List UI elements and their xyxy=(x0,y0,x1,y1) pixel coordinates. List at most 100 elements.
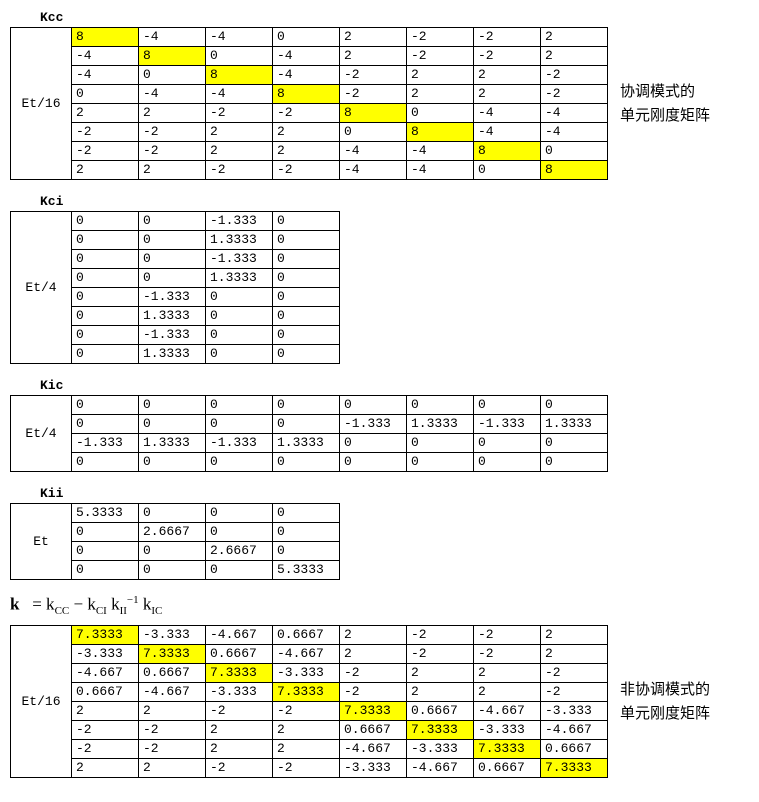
table-cell: 1.3333 xyxy=(139,307,206,326)
table-cell: -2 xyxy=(72,721,139,740)
table-cell: 0 xyxy=(474,161,541,180)
table-cell: 0 xyxy=(273,212,340,231)
table-cell: -2 xyxy=(206,759,273,778)
kcc-table: 8-4-402-2-22-480-42-2-22-408-4-222-20-4-… xyxy=(71,27,608,180)
table-cell: 0 xyxy=(139,66,206,85)
table-row: 5.3333000 xyxy=(72,504,340,523)
table-cell: -4 xyxy=(206,85,273,104)
table-cell: -2 xyxy=(541,85,608,104)
table-row: -4.6670.66677.3333-3.333-222-2 xyxy=(72,664,608,683)
kci-wrap: Et/4 00-1.3330001.3333000-1.3330001.3333… xyxy=(10,211,749,364)
table-cell: 0 xyxy=(541,434,608,453)
formula-lhs: k xyxy=(10,595,19,614)
table-cell: 1.3333 xyxy=(541,415,608,434)
table-cell: 8 xyxy=(474,142,541,161)
table-cell: 0 xyxy=(139,396,206,415)
table-row: 22-2-2-4-408 xyxy=(72,161,608,180)
table-cell: 2.6667 xyxy=(139,523,206,542)
table-cell: -1.333 xyxy=(139,326,206,345)
table-cell: -3.333 xyxy=(206,683,273,702)
kci-block: Kci Et/4 00-1.3330001.3333000-1.3330001.… xyxy=(10,194,749,364)
table-cell: 2.6667 xyxy=(206,542,273,561)
table-row: 8-4-402-2-22 xyxy=(72,28,608,47)
table-cell: -2 xyxy=(340,85,407,104)
table-cell: -1.333 xyxy=(340,415,407,434)
table-cell: -4 xyxy=(340,142,407,161)
table-cell: -4 xyxy=(139,28,206,47)
table-cell: -2 xyxy=(340,683,407,702)
kic-title: Kic xyxy=(40,378,749,393)
kresult-note: 非协调模式的 单元刚度矩阵 xyxy=(620,678,710,726)
table-cell: -2 xyxy=(139,721,206,740)
table-cell: 8 xyxy=(72,28,139,47)
table-cell: 0 xyxy=(139,453,206,472)
table-cell: -1.333 xyxy=(206,250,273,269)
kii-rowlabel: Et xyxy=(10,503,71,580)
table-cell: 2 xyxy=(474,66,541,85)
table-cell: -2 xyxy=(407,28,474,47)
table-cell: 0.6667 xyxy=(541,740,608,759)
table-cell: -2 xyxy=(72,142,139,161)
table-cell: 0 xyxy=(72,396,139,415)
table-cell: 2 xyxy=(474,683,541,702)
formula: k = kCC − kCI kII−1 kIC xyxy=(10,594,749,617)
table-cell: 0.6667 xyxy=(72,683,139,702)
table-cell: 0 xyxy=(206,326,273,345)
table-cell: -2 xyxy=(139,142,206,161)
table-cell: 0 xyxy=(72,231,139,250)
table-cell: 2 xyxy=(72,702,139,721)
table-cell: 2 xyxy=(206,123,273,142)
table-cell: 0 xyxy=(139,504,206,523)
table-row: -2-2220.66677.3333-3.333-4.667 xyxy=(72,721,608,740)
table-cell: 0 xyxy=(407,396,474,415)
table-cell: 2 xyxy=(206,721,273,740)
table-row: 0-1.33300 xyxy=(72,326,340,345)
table-row: 001.33330 xyxy=(72,231,340,250)
table-cell: -4 xyxy=(340,161,407,180)
table-cell: -4.667 xyxy=(273,645,340,664)
table-cell: 2 xyxy=(273,142,340,161)
formula-part: k xyxy=(111,595,120,614)
table-cell: -4.667 xyxy=(206,626,273,645)
table-cell: 0 xyxy=(206,288,273,307)
table-cell: -4 xyxy=(273,66,340,85)
table-cell: 7.3333 xyxy=(273,683,340,702)
table-cell: -4 xyxy=(72,47,139,66)
table-cell: 0 xyxy=(206,307,273,326)
table-cell: -2 xyxy=(541,664,608,683)
table-cell: 0 xyxy=(407,434,474,453)
table-cell: -4.667 xyxy=(407,759,474,778)
table-cell: 2 xyxy=(340,28,407,47)
table-cell: 0.6667 xyxy=(340,721,407,740)
table-cell: -2 xyxy=(72,123,139,142)
table-cell: 0 xyxy=(206,561,273,580)
table-cell: 2 xyxy=(139,702,206,721)
kresult-block: Et/16 7.3333-3.333-4.6670.66672-2-22-3.3… xyxy=(10,625,749,778)
table-cell: 2 xyxy=(541,626,608,645)
table-cell: -1.333 xyxy=(474,415,541,434)
table-cell: 7.3333 xyxy=(139,645,206,664)
table-cell: 0 xyxy=(72,453,139,472)
table-cell: 7.3333 xyxy=(407,721,474,740)
table-cell: 0 xyxy=(139,212,206,231)
table-cell: 5.3333 xyxy=(273,561,340,580)
table-cell: 5.3333 xyxy=(72,504,139,523)
formula-sup: −1 xyxy=(127,594,139,606)
table-row: 00-1.3330 xyxy=(72,212,340,231)
table-cell: 0 xyxy=(541,142,608,161)
table-cell: 0 xyxy=(541,396,608,415)
table-cell: -4.667 xyxy=(139,683,206,702)
table-row: 0-4-48-222-2 xyxy=(72,85,608,104)
kcc-rowlabel: Et/16 xyxy=(10,27,71,180)
table-cell: 8 xyxy=(273,85,340,104)
kresult-wrap: Et/16 7.3333-3.333-4.6670.66672-2-22-3.3… xyxy=(10,625,749,778)
table-cell: 0 xyxy=(273,250,340,269)
kic-wrap: Et/4 000000000000-1.3331.3333-1.3331.333… xyxy=(10,395,749,472)
formula-sub: II xyxy=(120,605,127,617)
table-cell: 0 xyxy=(206,345,273,364)
table-cell: 0 xyxy=(273,231,340,250)
table-row: 0000-1.3331.3333-1.3331.3333 xyxy=(72,415,608,434)
kii-block: Kii Et 5.333300002.666700002.666700005.3… xyxy=(10,486,749,580)
table-cell: 0 xyxy=(407,453,474,472)
table-cell: 2 xyxy=(407,66,474,85)
